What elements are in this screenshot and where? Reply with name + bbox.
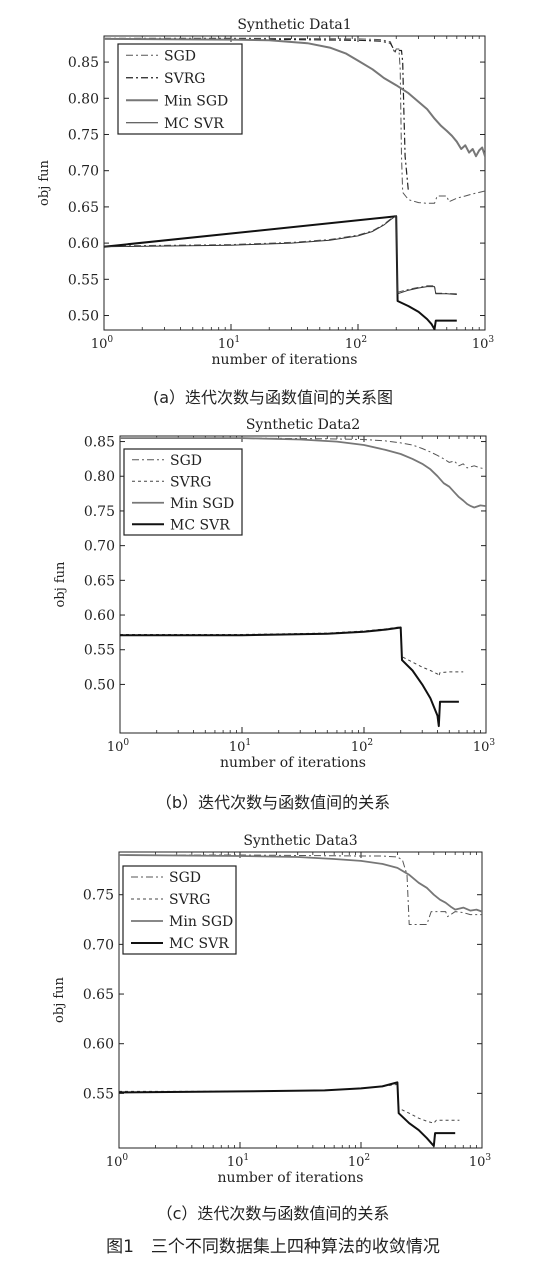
legend-label: Min SGD (169, 914, 233, 930)
chart-3: Synthetic Data3 0.55 0.60 0.65 0.70 0.75 100 10… (52, 833, 491, 1186)
legend-label: MC SVR (170, 517, 230, 533)
series-line-svrg (120, 626, 464, 677)
series-line-sgd (120, 437, 486, 470)
legend-box (123, 448, 243, 536)
y-tick-label: 0.55 (84, 643, 115, 659)
y-tick-label: 0.70 (68, 164, 99, 180)
y-tick-label: 0.70 (83, 937, 114, 953)
series-line-mc-svr (120, 626, 459, 728)
x-tick-label: 100 (106, 1153, 129, 1170)
legend-label: SGD (164, 48, 196, 64)
series-line-sgd (104, 37, 485, 204)
legend-label: SVRG (164, 71, 205, 87)
series-line-mc-svr (104, 215, 457, 295)
x-axis-label: number of iterations (220, 755, 366, 771)
series-line-svrg (104, 38, 410, 193)
caption-a: (a）迭代次数与函数值间的关系图 (152, 388, 394, 407)
y-tick-label: 0.85 (68, 55, 99, 71)
y-tick-label: 0.80 (68, 91, 99, 107)
legend: SGD SVRG Min SGD MC SVR (117, 43, 243, 135)
legend-box (122, 865, 237, 955)
series-line-mc-svr (119, 1081, 456, 1147)
series-line-min-sgd (120, 437, 486, 509)
x-axis-label: number of iterations (212, 352, 358, 368)
legend: SGD SVRG Min SGD MC SVR (123, 448, 243, 536)
plot-frame (119, 435, 487, 734)
x-tick-label: 103 (473, 738, 496, 755)
caption-b: （b）迭代次数与函数值间的关系 (155, 793, 391, 812)
y-tick-label: 0.55 (83, 1086, 114, 1102)
x-tick-label: 102 (345, 335, 367, 352)
chart-1: Synthetic Data1 0.50 0.55 0.60 0.65 0.70 0.75 0… (37, 17, 494, 368)
legend-label: SVRG (169, 892, 210, 908)
series-line (104, 215, 457, 330)
y-tick-label: 0.60 (83, 1037, 114, 1053)
legend: SGD SVRG Min SGD MC SVR (122, 865, 237, 955)
y-tick-label: 0.60 (68, 236, 99, 252)
plot-frame (103, 35, 486, 331)
chart-title: Synthetic Data3 (243, 833, 357, 849)
x-tick-label: 102 (351, 738, 373, 755)
legend-label: MC SVR (164, 116, 224, 132)
series-line-min-sgd (119, 854, 482, 913)
legend-label: SGD (170, 453, 202, 469)
y-tick-label: 0.75 (84, 504, 115, 520)
plot-area (119, 854, 482, 1147)
y-tick-label: 0.75 (68, 127, 99, 143)
y-tick-label: 0.85 (84, 435, 115, 451)
x-axis-label: number of iterations (218, 1170, 364, 1186)
series-line-sgd (119, 854, 482, 925)
x-tick-label: 101 (227, 1153, 249, 1170)
series-line-min-sgd (104, 37, 485, 158)
y-axis-label: obj fun (37, 159, 52, 205)
legend-label: Min SGD (164, 93, 228, 109)
x-tick-label: 100 (91, 335, 114, 352)
x-tick-label: 103 (472, 335, 495, 352)
y-tick-label: 0.80 (84, 469, 115, 485)
y-tick-label: 0.50 (84, 677, 115, 693)
y-tick-label: 0.65 (84, 573, 115, 589)
legend-label: Min SGD (170, 496, 234, 512)
y-tick-label: 0.60 (84, 608, 115, 624)
y-tick-label: 0.70 (84, 539, 115, 555)
y-axis-label: obj fun (52, 976, 67, 1022)
plot-area (104, 37, 485, 330)
caption-c: （c）迭代次数与函数值间的关系 (156, 1204, 390, 1223)
y-tick-label: 0.50 (68, 309, 99, 325)
chart-title: Synthetic Data1 (237, 17, 351, 33)
plot-area (120, 437, 486, 728)
x-tick-label: 101 (218, 335, 240, 352)
legend-label: MC SVR (169, 936, 229, 952)
legend-label: SVRG (170, 474, 211, 490)
y-tick-label: 0.75 (83, 888, 114, 904)
x-tick-label: 101 (229, 738, 251, 755)
figure-caption: 图1 三个不同数据集上四种算法的收敛情况 (106, 1237, 440, 1257)
y-tick-label: 0.65 (83, 987, 114, 1003)
y-tick-label: 0.65 (68, 200, 99, 216)
x-tick-label: 100 (107, 738, 130, 755)
plot-frame (118, 851, 483, 1149)
legend-label: SGD (169, 870, 201, 886)
x-tick-label: 102 (348, 1153, 370, 1170)
legend-box (117, 43, 243, 135)
chart-2: Synthetic Data2 0.50 0.55 0.60 0.65 0.70 0.75 0… (53, 417, 495, 771)
y-tick-label: 0.55 (68, 272, 99, 288)
series-line (104, 214, 457, 295)
x-tick-label: 103 (469, 1153, 492, 1170)
y-axis-label: obj fun (53, 561, 68, 607)
chart-title: Synthetic Data2 (246, 417, 360, 433)
